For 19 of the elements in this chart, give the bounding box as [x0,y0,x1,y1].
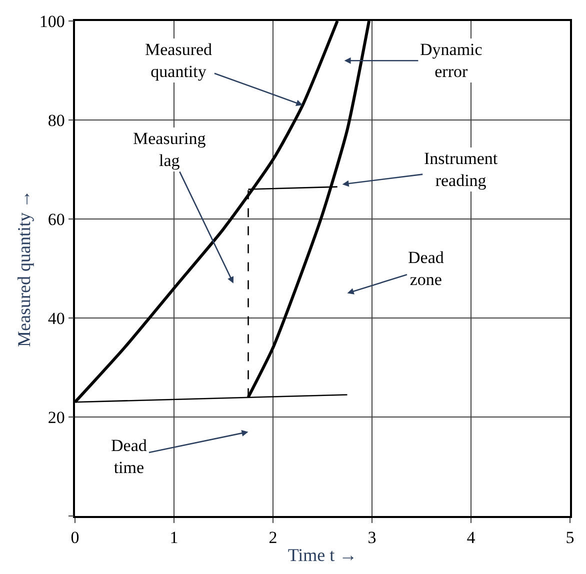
y-tick-label: 40 [48,308,65,328]
annotation: Measured quantity [145,40,213,82]
annotation: Dead zone [408,248,444,290]
annotation: Measuring lag [133,129,206,170]
y-tick-label: 60 [48,210,65,229]
annotation: Dynamic error [420,40,483,82]
x-tick-label: 1 [170,528,178,548]
x-tick-label: 0 [70,528,80,548]
x-tick-label: 4 [466,528,476,548]
y-tick-label: 80 [48,110,65,130]
x-tick-label: 2 [268,528,278,548]
y-tick-label: 100 [39,12,65,31]
y-axis-title: Measured quantity → [14,190,34,347]
x-tick-label: 5 [566,528,574,548]
x-tick-label: 3 [368,528,376,548]
y-tick-label: 20 [48,408,65,427]
annotation: Instrument reading [424,149,498,190]
x-axis-title: Time t → [288,544,358,565]
annotation: Dead time [111,436,148,478]
